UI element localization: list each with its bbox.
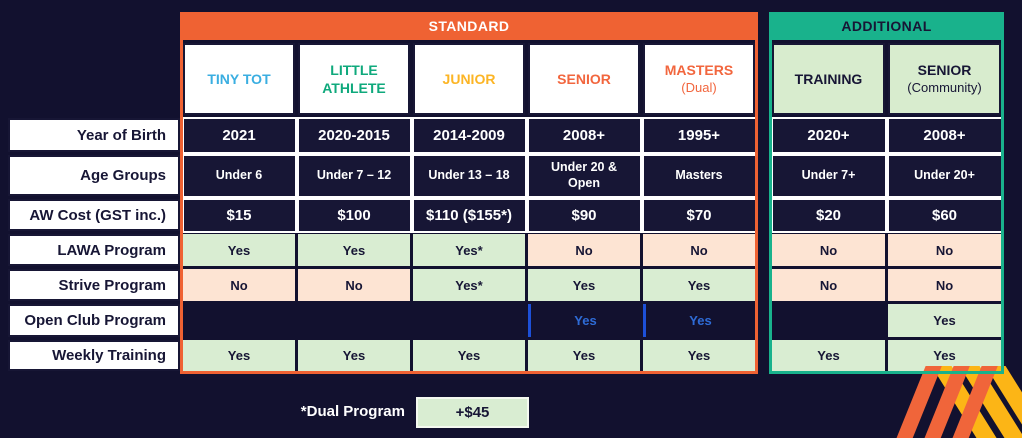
cell-strive-program-senior: Yes [528, 269, 640, 301]
cell-lawa-program-senior-community: No [888, 234, 1001, 266]
cell-lawa-program-training: No [772, 234, 885, 266]
row-label-strive-program: Strive Program [8, 269, 180, 301]
cell-lawa-program-senior: No [528, 234, 640, 266]
cell-strive-program-tiny-tot: No [183, 269, 295, 301]
cell-year-of-birth-training: 2020+ [770, 116, 887, 154]
cell-weekly-training-training: Yes [772, 340, 885, 371]
row-label-lawa-program: LAWA Program [8, 234, 180, 266]
cell-open-club-program-tiny-tot [183, 304, 295, 337]
cell-weekly-training-senior: Yes [528, 340, 640, 371]
standard-group-header: STANDARD [183, 12, 755, 40]
col-header-training: TRAINING [772, 43, 885, 115]
cell-weekly-training-masters: Yes [643, 340, 755, 371]
row-label-weekly-training: Weekly Training [8, 340, 180, 371]
cell-weekly-training-little-athlete: Yes [298, 340, 410, 371]
cell-lawa-program-masters: No [643, 234, 755, 266]
cell-age-groups-junior: Under 13 – 18 [411, 153, 527, 198]
cell-strive-program-little-athlete: No [298, 269, 410, 301]
col-header-label: MASTERS [664, 62, 734, 79]
decorative-stripes [882, 366, 1022, 438]
cell-aw-cost-junior: $110 ($155*) [411, 197, 527, 233]
fees-table: STANDARD ADDITIONAL TINY TOT LITTLE ATHLE… [8, 12, 1003, 371]
col-header-little-athlete: LITTLE ATHLETE [298, 43, 410, 115]
cell-aw-cost-senior-community: $60 [886, 197, 1003, 233]
cell-weekly-training-tiny-tot: Yes [183, 340, 295, 371]
cell-age-groups-tiny-tot: Under 6 [181, 153, 297, 198]
cell-lawa-program-tiny-tot: Yes [183, 234, 295, 266]
cell-weekly-training-senior-community: Yes [888, 340, 1001, 371]
cell-lawa-program-little-athlete: Yes [298, 234, 410, 266]
cell-age-groups-senior: Under 20 & Open [526, 153, 642, 198]
col-header-label: TINY TOT [207, 70, 271, 87]
cell-age-groups-masters: Masters [641, 153, 757, 198]
col-header-tiny-tot: TINY TOT [183, 43, 295, 115]
cell-year-of-birth-little-athlete: 2020-2015 [296, 116, 412, 154]
cell-strive-program-training: No [772, 269, 885, 301]
col-header-label: SENIOR [917, 62, 972, 79]
col-header-senior: SENIOR [528, 43, 640, 115]
col-header-sublabel: (Dual) [681, 79, 717, 95]
cell-age-groups-little-athlete: Under 7 – 12 [296, 153, 412, 198]
dual-program-footnote-value: +$45 [416, 397, 529, 428]
row-label-year-of-birth: Year of Birth [8, 118, 180, 152]
cell-aw-cost-masters: $70 [641, 197, 757, 233]
col-header-senior-community: SENIOR (Community) [888, 43, 1001, 115]
cell-year-of-birth-senior: 2008+ [526, 116, 642, 154]
additional-group-header: ADDITIONAL [772, 12, 1001, 40]
cell-open-club-program-masters: Yes [643, 304, 755, 337]
cell-year-of-birth-masters: 1995+ [641, 116, 757, 154]
col-header-junior: JUNIOR [413, 43, 525, 115]
cell-open-club-program-training [772, 304, 885, 337]
cell-age-groups-senior-community: Under 20+ [886, 153, 1003, 198]
col-header-label: LITTLE ATHLETE [322, 61, 386, 96]
cell-age-groups-training: Under 7+ [770, 153, 887, 198]
col-header-label: TRAINING [794, 70, 863, 87]
row-label-age-groups: Age Groups [8, 155, 180, 196]
cell-strive-program-senior-community: No [888, 269, 1001, 301]
cell-aw-cost-senior: $90 [526, 197, 642, 233]
cell-strive-program-masters: Yes [643, 269, 755, 301]
cell-lawa-program-junior: Yes* [413, 234, 525, 266]
cell-open-club-program-junior [413, 304, 525, 337]
col-header-label: SENIOR [557, 70, 611, 87]
cell-open-club-program-senior: Yes [528, 304, 640, 337]
col-header-masters: MASTERS (Dual) [643, 43, 755, 115]
col-header-label: JUNIOR [442, 70, 496, 87]
cell-aw-cost-training: $20 [770, 197, 887, 233]
row-label-aw-cost: AW Cost (GST inc.) [8, 199, 180, 231]
cell-year-of-birth-senior-community: 2008+ [886, 116, 1003, 154]
cell-weekly-training-junior: Yes [413, 340, 525, 371]
row-label-open-club-program: Open Club Program [8, 304, 180, 337]
cell-year-of-birth-tiny-tot: 2021 [181, 116, 297, 154]
cell-strive-program-junior: Yes* [413, 269, 525, 301]
dual-program-footnote-label: *Dual Program [300, 403, 405, 420]
cell-aw-cost-tiny-tot: $15 [181, 197, 297, 233]
cell-open-club-program-senior-community: Yes [888, 304, 1001, 337]
cell-aw-cost-little-athlete: $100 [296, 197, 412, 233]
cell-open-club-program-little-athlete [298, 304, 410, 337]
col-header-sublabel: (Community) [907, 79, 982, 95]
cell-year-of-birth-junior: 2014-2009 [411, 116, 527, 154]
